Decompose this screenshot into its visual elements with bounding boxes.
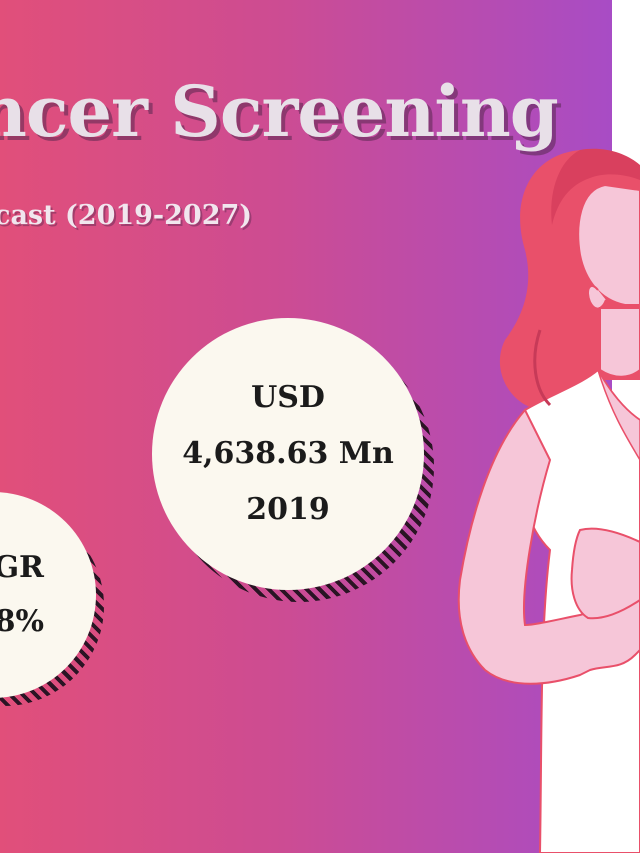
- forecast-subtitle: cast (2019-2027): [0, 200, 253, 231]
- cagr-label: GR: [0, 550, 44, 585]
- cagr-badge: GR 8%: [0, 492, 120, 706]
- background-panel: ncer Screening cast (2019-2027) USD 4,63…: [0, 0, 612, 853]
- market-value-badge: USD 4,638.63 Mn 2019: [152, 318, 442, 608]
- market-value-amount: 4,638.63 Mn: [182, 436, 394, 471]
- woman-holding-chest-icon: [457, 148, 640, 853]
- market-value-year: 2019: [246, 492, 330, 527]
- cagr-value: 8%: [0, 604, 44, 639]
- page-title: ncer Screening: [0, 70, 559, 153]
- market-value-currency: USD: [251, 380, 325, 415]
- market-value-circle: USD 4,638.63 Mn 2019: [152, 318, 424, 590]
